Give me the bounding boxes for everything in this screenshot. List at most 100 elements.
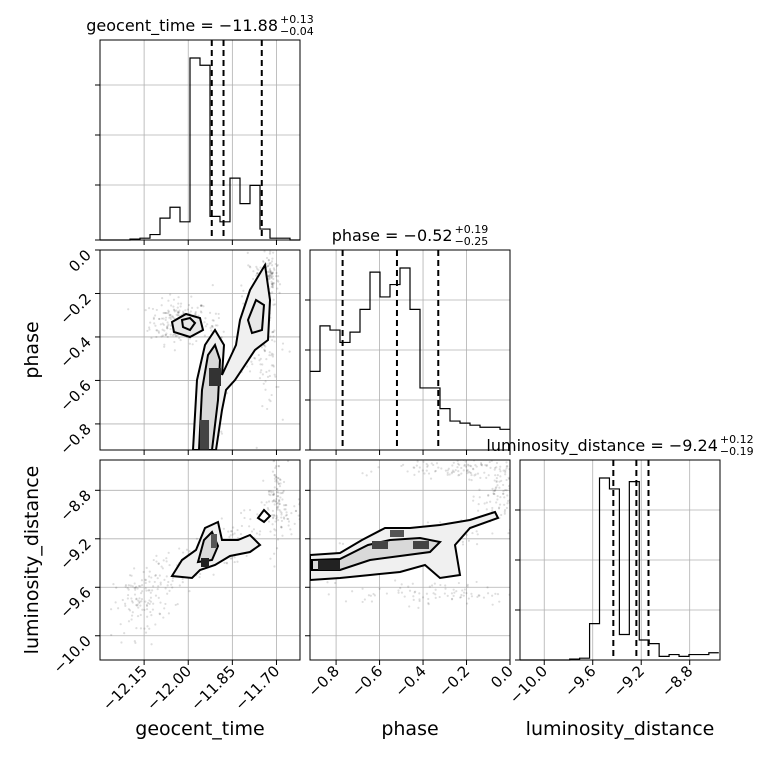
sample-point — [268, 252, 272, 255]
sample-point — [470, 465, 473, 468]
sample-point — [164, 587, 167, 590]
sample-point — [273, 552, 276, 555]
sample-point — [367, 594, 371, 597]
sample-point — [166, 327, 169, 330]
sample-point — [275, 517, 278, 520]
sample-point — [155, 560, 158, 563]
sample-point — [432, 592, 435, 595]
sample-point — [269, 269, 272, 273]
sample-point — [412, 595, 415, 598]
sample-point — [178, 584, 181, 587]
sample-point — [146, 615, 149, 618]
sample-point — [462, 594, 465, 597]
sample-point — [439, 521, 442, 524]
sample-point — [267, 270, 270, 273]
sample-point — [156, 587, 159, 591]
sample-point — [425, 462, 428, 466]
sample-point — [281, 534, 284, 537]
sample-point — [429, 477, 433, 480]
sample-point — [277, 499, 281, 502]
sample-point — [185, 548, 189, 551]
sample-point — [216, 324, 219, 327]
title-main: luminosity_distance = −9.24 — [486, 436, 717, 456]
sample-point — [277, 385, 280, 389]
sample-point — [269, 557, 272, 560]
sample-point — [467, 539, 471, 542]
density-cell — [390, 530, 404, 537]
sample-point — [149, 321, 152, 324]
sample-point — [165, 575, 168, 578]
x-axis-label-geocent_time: geocent_time — [135, 718, 264, 740]
sample-point — [153, 580, 156, 584]
sample-point — [272, 493, 275, 496]
sample-point — [126, 593, 130, 597]
sample-point — [283, 517, 286, 520]
density-geocent_time-luminosity_distance — [109, 460, 300, 646]
sample-point — [126, 586, 129, 590]
sample-point — [471, 531, 474, 535]
sample-point — [259, 530, 262, 533]
sample-point — [166, 312, 170, 315]
sample-point — [275, 275, 278, 278]
x-tick-label-luminosity_distance: −8.8 — [658, 662, 696, 700]
sample-point — [444, 587, 447, 590]
sample-point — [195, 537, 199, 540]
sample-point — [134, 641, 137, 644]
sample-point — [499, 496, 502, 499]
sample-point — [466, 463, 470, 466]
y-tick-label-phase: −0.8 — [56, 420, 94, 458]
sample-point — [400, 591, 404, 594]
sample-point — [275, 502, 279, 505]
x-axis-label-luminosity_distance: luminosity_distance — [526, 718, 715, 740]
sample-point — [147, 575, 151, 578]
sample-point — [145, 604, 149, 608]
sample-point — [169, 327, 172, 331]
sample-point — [167, 580, 170, 584]
sample-point — [267, 520, 271, 523]
sample-point — [274, 262, 277, 266]
sample-point — [466, 602, 469, 605]
sample-point — [273, 477, 277, 480]
sample-point — [271, 285, 274, 288]
sample-point — [270, 491, 273, 494]
sample-point — [459, 596, 463, 599]
sample-point — [418, 466, 421, 469]
sample-point — [373, 594, 376, 597]
sample-point — [173, 349, 176, 352]
sample-point — [475, 543, 479, 546]
sample-point — [130, 574, 133, 577]
sample-point — [502, 483, 505, 487]
sample-point — [270, 272, 273, 275]
sample-point — [496, 498, 499, 501]
sample-point — [369, 594, 372, 597]
sample-point — [494, 488, 497, 491]
sample-point — [169, 293, 172, 296]
sample-point — [252, 270, 255, 273]
sample-point — [256, 271, 259, 275]
sample-point — [272, 492, 276, 495]
sample-point — [275, 497, 278, 501]
sample-point — [144, 587, 147, 590]
sample-point — [272, 499, 275, 503]
sample-point — [297, 498, 300, 501]
sample-point — [478, 488, 481, 491]
sample-point — [222, 527, 226, 530]
sample-point — [460, 593, 463, 597]
sample-point — [423, 472, 426, 475]
sample-point — [271, 513, 274, 517]
sample-point — [114, 601, 117, 604]
sample-point — [425, 469, 428, 472]
sample-point — [270, 393, 273, 397]
sample-point — [271, 272, 274, 275]
sample-point — [491, 487, 494, 490]
sample-point — [491, 509, 494, 512]
sample-point — [498, 600, 501, 603]
sample-point — [176, 334, 179, 337]
sample-point — [128, 609, 132, 612]
sample-point — [267, 265, 270, 268]
sample-point — [159, 323, 162, 326]
sample-point — [277, 482, 281, 486]
title-minus-error: −0.19 — [720, 445, 754, 458]
sample-point — [516, 481, 518, 483]
sample-point — [110, 633, 113, 637]
